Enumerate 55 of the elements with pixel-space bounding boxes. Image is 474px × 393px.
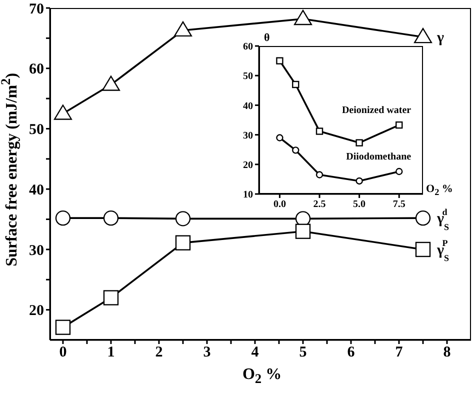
point bbox=[396, 168, 403, 176]
y-tick-label: 70 bbox=[29, 1, 44, 18]
point bbox=[55, 210, 71, 226]
point bbox=[415, 210, 431, 226]
x-tick-label: 0 bbox=[59, 344, 67, 361]
x-tick-label: 6 bbox=[347, 344, 356, 361]
point bbox=[276, 134, 284, 142]
point bbox=[295, 224, 311, 239]
point bbox=[276, 57, 284, 64]
x-tick-label: 7.5 bbox=[392, 199, 406, 210]
point bbox=[292, 146, 300, 154]
y-tick-label: 40 bbox=[243, 100, 253, 112]
x-tick-label: 2 bbox=[155, 344, 163, 361]
x-tick-label: 1 bbox=[107, 344, 115, 361]
y-tick-label: 60 bbox=[29, 62, 44, 78]
y-tick-label: 40 bbox=[29, 182, 44, 198]
point bbox=[414, 28, 432, 44]
x-axis-title: O$_{2}$ % bbox=[426, 183, 453, 198]
point bbox=[174, 21, 192, 37]
y-tick-label: 50 bbox=[29, 122, 44, 138]
y-axis-title: θ bbox=[264, 32, 270, 44]
y-tick-label: 20 bbox=[243, 160, 253, 171]
point bbox=[316, 171, 324, 178]
x-tick-label: 5 bbox=[299, 344, 307, 361]
y-tick-label: 20 bbox=[29, 303, 44, 320]
x-axis-title: O$_{2}$ % bbox=[241, 366, 283, 388]
x-tick-label: 4 bbox=[251, 344, 260, 361]
y-tick-label: 50 bbox=[243, 71, 253, 82]
x-tick-label: 2.5 bbox=[313, 199, 326, 210]
point bbox=[415, 242, 431, 258]
point bbox=[175, 235, 191, 250]
x-tick-label: 5.0 bbox=[353, 199, 366, 210]
point bbox=[294, 10, 312, 26]
point bbox=[316, 128, 324, 135]
point bbox=[175, 211, 191, 226]
point bbox=[292, 80, 300, 88]
point bbox=[356, 177, 363, 185]
x-tick-label: 8 bbox=[443, 344, 451, 361]
x-tick-label: 7 bbox=[395, 344, 404, 361]
point bbox=[396, 121, 403, 129]
point bbox=[55, 320, 71, 335]
point bbox=[54, 104, 72, 120]
point bbox=[103, 210, 119, 226]
point bbox=[356, 139, 363, 146]
point bbox=[102, 76, 120, 91]
point bbox=[103, 290, 119, 306]
x-tick-label: 0.0 bbox=[273, 199, 286, 210]
y-tick-label: 30 bbox=[243, 130, 253, 142]
series-label: Deionized water bbox=[342, 105, 412, 116]
y-tick-label: 10 bbox=[243, 190, 253, 201]
x-tick-label: 3 bbox=[203, 344, 211, 361]
y-tick-label: 30 bbox=[29, 242, 44, 259]
series-label: Diiodomethane bbox=[346, 152, 412, 163]
y-tick-label: 60 bbox=[243, 42, 253, 53]
series-label: γ bbox=[436, 30, 444, 46]
